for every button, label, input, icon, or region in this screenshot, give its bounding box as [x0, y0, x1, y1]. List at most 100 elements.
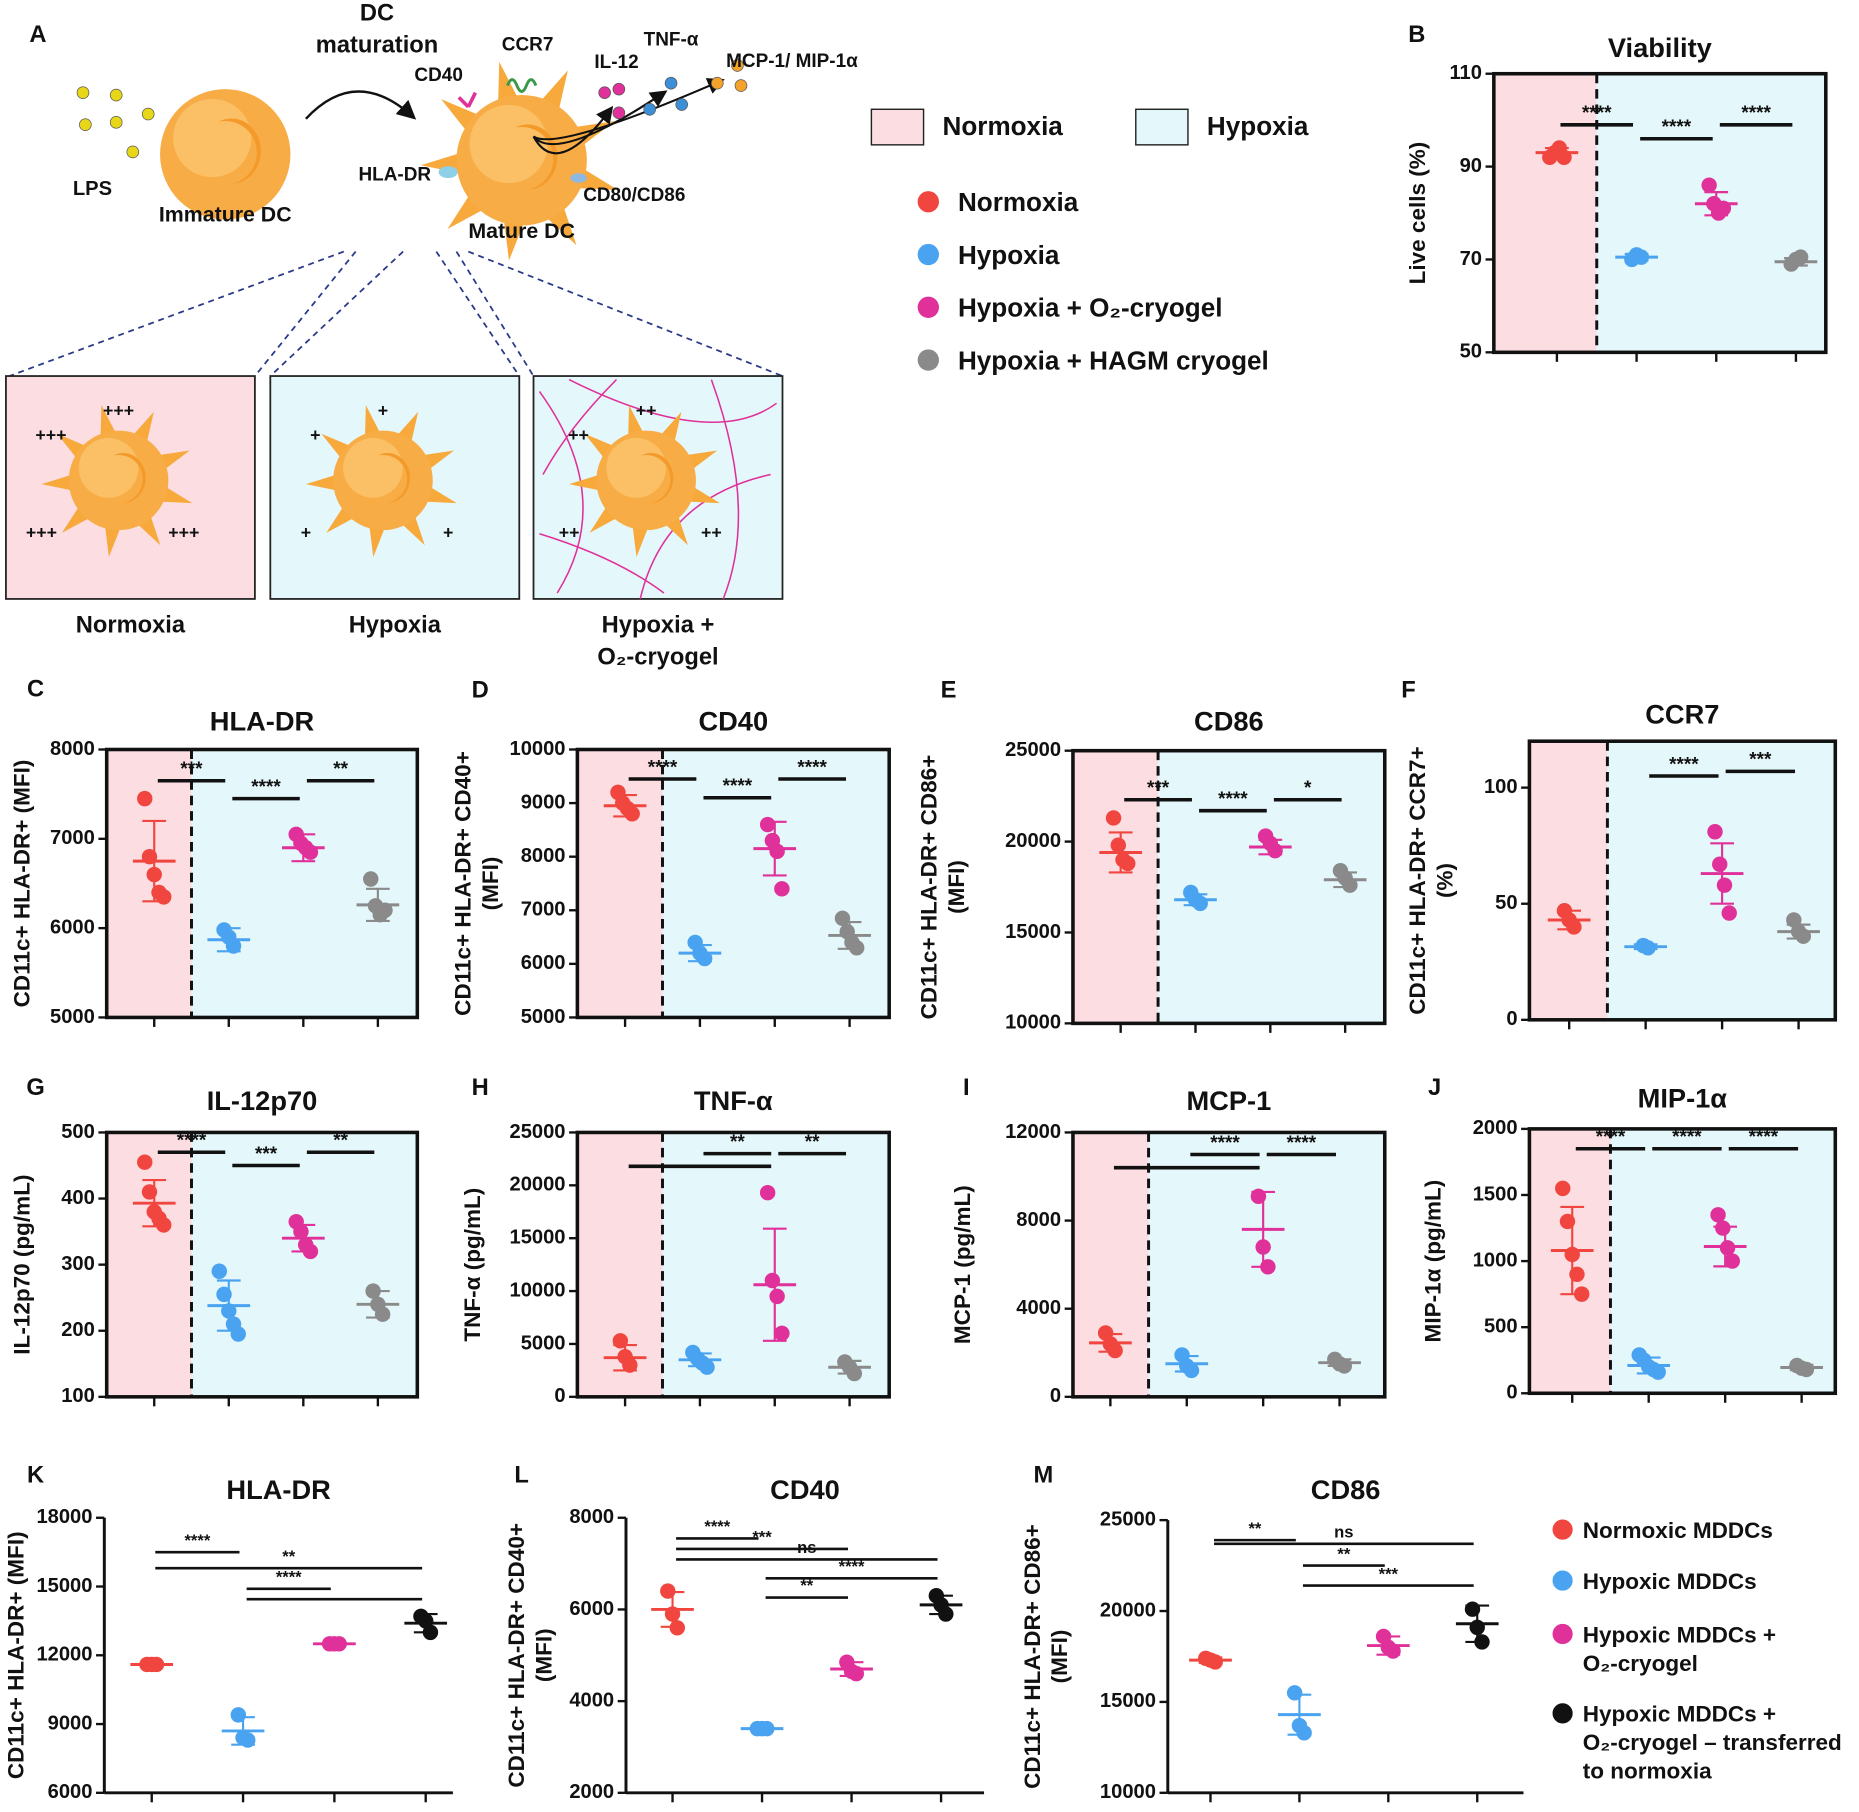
marker-label: MCP-1/ MIP-1α [726, 51, 858, 72]
significance-label: **** [839, 1557, 865, 1576]
chart-title: MCP-1 [1186, 1085, 1271, 1116]
significance-label: *** [255, 1144, 278, 1165]
y-tick-label: 500 [1484, 1316, 1518, 1338]
y-tick-label: 20000 [510, 1174, 566, 1196]
legend-marker [917, 296, 939, 318]
data-point [1555, 1180, 1571, 1197]
legend-label: Normoxic MDDCs [1583, 1518, 1773, 1543]
significance-label: **** [276, 1568, 302, 1587]
data-point [1707, 824, 1723, 840]
y-axis-label: CD11c+ HLA-DR+ CCR7+ [1405, 746, 1430, 1014]
y-tick-label: 10000 [1005, 1012, 1061, 1034]
y-tick-label: 6000 [569, 1598, 614, 1620]
chart-title: CD40 [770, 1474, 840, 1505]
zoom-line [455, 251, 535, 377]
maturation-arrow [305, 90, 417, 120]
data-point [624, 806, 640, 822]
legend-label: Hypoxia [958, 240, 1060, 270]
expression-level: +++ [103, 400, 134, 420]
plot-frame [575, 1130, 891, 1399]
legend-label: Normoxia [958, 187, 1079, 217]
panel-letter: M [1033, 1463, 1053, 1489]
cryogel-fiber [710, 379, 740, 600]
significance-label: ns [1334, 1522, 1353, 1541]
significance-label: **** [648, 757, 678, 778]
y-tick-label: 50 [1460, 341, 1482, 363]
significance-label: ** [1248, 1519, 1261, 1538]
cytokine-dot [141, 107, 155, 121]
significance-label: ** [1337, 1544, 1350, 1563]
normoxia-shade [1493, 73, 1597, 353]
y-tick-label: 12000 [1005, 1121, 1061, 1143]
cryogel-fiber [639, 473, 771, 600]
y-axis-label: TNF-α (pg/mL) [460, 1188, 485, 1342]
chart-title: TNF-α [694, 1085, 773, 1116]
significance-label: ** [282, 1547, 295, 1566]
significance-label: *** [752, 1528, 772, 1547]
chart-title: CD86 [1311, 1474, 1381, 1505]
significance-label: **** [1749, 1127, 1779, 1148]
cryogel-fiber [539, 532, 665, 594]
cd40-receptor [457, 91, 478, 109]
cytokine-dot [109, 88, 123, 102]
data-point [759, 816, 776, 833]
y-tick-label: 10000 [510, 738, 566, 760]
cytokine-dot [612, 106, 626, 120]
condition-label: O₂-cryogel [597, 644, 718, 670]
y-tick-label: 12000 [36, 1644, 92, 1666]
y-tick-label: 2000 [1473, 1117, 1518, 1139]
cytokine-dot [710, 76, 724, 90]
plot-frame [575, 747, 891, 1020]
y-axis-label: MCP-1 (pg/mL) [950, 1185, 975, 1344]
panel-letter: E [941, 678, 957, 704]
condition-label: Normoxia [76, 612, 186, 638]
significance-label: **** [1210, 1133, 1240, 1154]
significance-label: **** [1596, 1127, 1626, 1148]
y-axis-label: CD11c+ HLA-DR+ CD86+ [917, 755, 942, 1020]
y-tick-label: 6000 [48, 1781, 93, 1803]
cytokine-dot [126, 145, 140, 159]
hypoxia-shade [191, 1132, 418, 1397]
legend-line: O₂-cryogel [1583, 1651, 1698, 1676]
y-axis-label: (%) [1432, 863, 1457, 898]
cytokine-dot [109, 116, 123, 129]
arrow-label: maturation [316, 33, 438, 59]
zoom-line [254, 250, 357, 377]
legend-marker [917, 349, 939, 371]
y-tick-label: 400 [61, 1187, 95, 1209]
significance-label: **** [1672, 1127, 1702, 1148]
secretion-arrow [532, 105, 614, 155]
significance-label: **** [184, 1531, 210, 1550]
y-tick-label: 5000 [521, 1332, 566, 1354]
zoom-line [9, 250, 345, 377]
data-point [774, 881, 790, 897]
significance-label: ** [800, 1576, 813, 1595]
cell-highlight [606, 438, 667, 498]
y-tick-label: 110 [1449, 62, 1482, 84]
significance-label: **** [704, 1517, 730, 1536]
ccr7-receptor [506, 78, 538, 93]
significance-label: **** [723, 776, 753, 797]
data-point [834, 910, 851, 927]
expression-level: + [310, 425, 320, 445]
y-tick-label: 15000 [1100, 1690, 1156, 1712]
y-tick-label: 0 [1506, 1008, 1517, 1030]
cryogel-fiber [568, 378, 778, 423]
normoxia-shade [1072, 750, 1159, 1024]
chart-title: MIP-1α [1638, 1083, 1728, 1114]
cytokine-dot [76, 86, 90, 99]
data-point [774, 1325, 790, 1342]
legend-marker [1551, 1518, 1574, 1541]
hla-receptor [438, 166, 458, 179]
panel-letter: G [26, 1075, 44, 1101]
y-axis-label: CD11c+ HLA-DR+ CD40+ [451, 751, 476, 1016]
significance-label: **** [251, 777, 281, 798]
y-tick-label: 50 [1495, 892, 1517, 914]
significance-label: ** [333, 759, 348, 780]
expression-level: ++ [568, 425, 589, 445]
legend-label: Hypoxia + HAGM cryogel [958, 345, 1269, 375]
expression-level: + [378, 400, 388, 420]
legend-label: Hypoxia [1207, 111, 1309, 141]
data-point [1105, 810, 1122, 826]
panel-letter: F [1401, 678, 1415, 704]
